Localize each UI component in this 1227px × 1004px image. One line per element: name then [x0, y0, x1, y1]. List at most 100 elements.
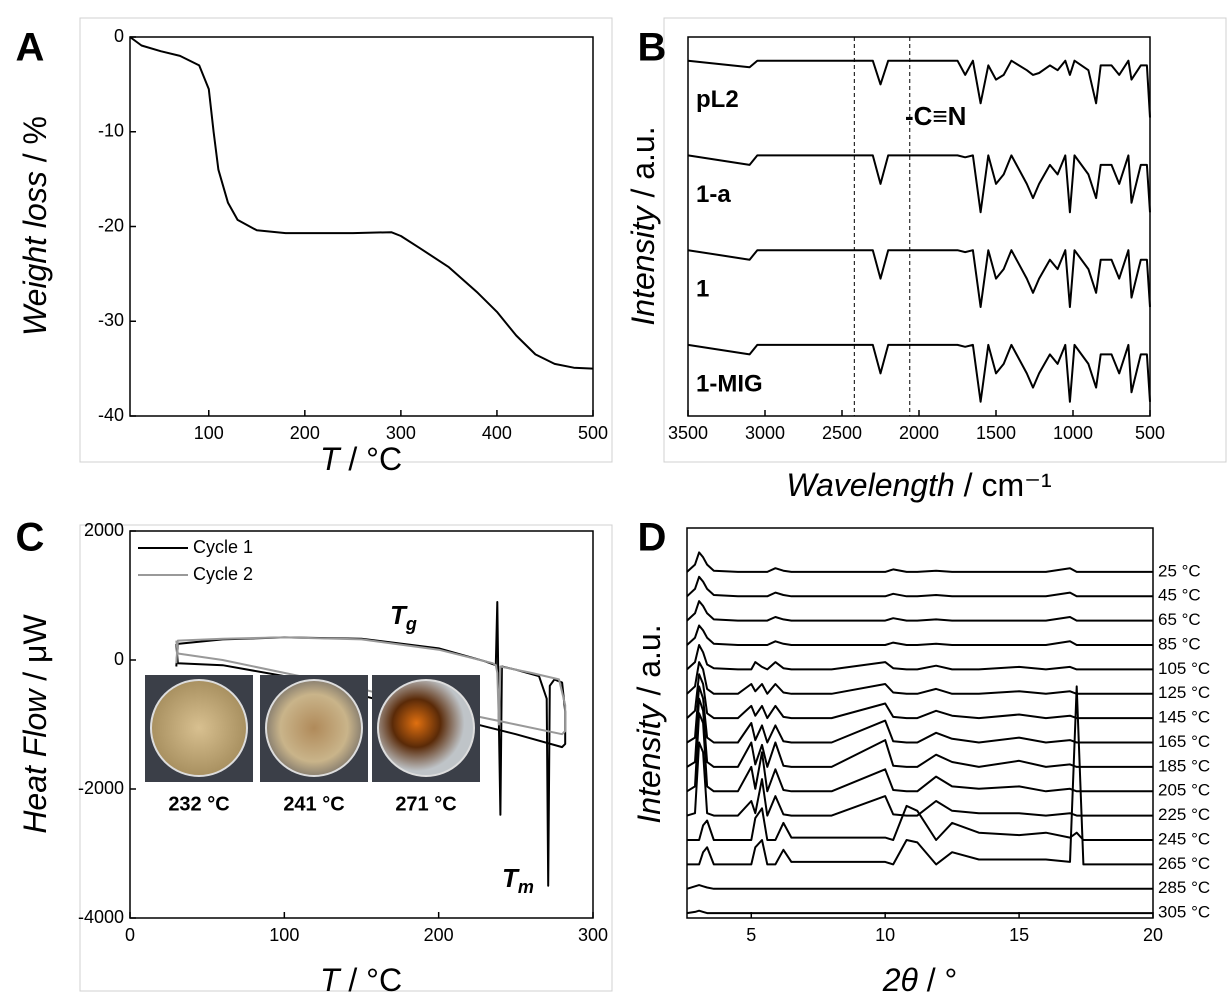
- x-tick-label: 15: [1009, 925, 1029, 945]
- series-label: 305 °C: [1158, 903, 1210, 922]
- annotation-text: T: [502, 863, 520, 893]
- series-line: [129, 36, 594, 370]
- x-axis-label: T / °C: [320, 962, 402, 998]
- panel-letter: B: [638, 26, 667, 70]
- x-tick-label: 3500: [668, 423, 708, 443]
- label-part: / cm⁻¹: [955, 467, 1052, 503]
- y-tick-label: 2000: [84, 520, 124, 540]
- annotation: Tg: [390, 600, 417, 634]
- label-part: / a.u.: [631, 624, 667, 704]
- x-tick-label: 400: [482, 423, 512, 443]
- legend-label: Cycle 2: [193, 564, 253, 584]
- series-label: 245 °C: [1158, 829, 1210, 848]
- y-tick-label: 0: [114, 26, 124, 46]
- y-axis-label: Intensity / a.u.: [631, 624, 667, 823]
- x-tick-label: 5: [746, 925, 756, 945]
- series-label: 85 °C: [1158, 634, 1201, 653]
- photo-sample: [150, 679, 248, 777]
- series-label: 1-a: [696, 181, 731, 208]
- annotation-subscript: g: [405, 614, 417, 634]
- series-line: [686, 741, 1153, 817]
- label-part: Heat Flow: [17, 688, 53, 834]
- series-line: [686, 673, 1153, 720]
- panel-frame: [79, 17, 613, 463]
- series-line: [687, 804, 1153, 841]
- legend-label: Cycle 1: [193, 537, 253, 557]
- y-axis-label: Heat Flow / μW: [17, 614, 53, 834]
- label-part: Weight loss: [17, 171, 53, 336]
- series-line: [686, 884, 1153, 890]
- y-tick-label: -10: [98, 121, 124, 141]
- x-tick-label: 200: [424, 925, 454, 945]
- x-tick-label: 500: [1135, 423, 1165, 443]
- inset-photos: 232 °C 241 °C 271 °C: [145, 675, 480, 815]
- series-line: [686, 697, 1153, 768]
- label-part: / °C: [339, 962, 402, 998]
- label-part: Wavelength: [786, 467, 954, 503]
- series-line: [686, 661, 1153, 695]
- annotation-subscript: m: [518, 877, 534, 897]
- series-label: 185 °C: [1158, 756, 1210, 775]
- series-label: 265 °C: [1158, 854, 1210, 873]
- label-part: 2θ: [882, 962, 919, 998]
- series-label: pL2: [696, 86, 739, 113]
- plot-frame: [686, 527, 1154, 919]
- x-tick-label: 1500: [976, 423, 1016, 443]
- label-part: Intensity: [625, 204, 661, 325]
- x-tick-label: 0: [125, 925, 135, 945]
- series-line: [687, 343, 1151, 403]
- label-part: / °: [918, 962, 957, 998]
- series-line: [686, 712, 1153, 793]
- label-part: / °C: [339, 441, 402, 477]
- panel-letter: D: [638, 516, 667, 560]
- x-tick-label: 300: [386, 423, 416, 443]
- y-axis-label: Weight loss / %: [17, 116, 53, 336]
- annotation: Tm: [502, 863, 534, 897]
- series-label: 45 °C: [1158, 586, 1201, 605]
- x-tick-label: 500: [578, 423, 608, 443]
- series-label: 225 °C: [1158, 805, 1210, 824]
- y-tick-label: 0: [114, 649, 124, 669]
- x-tick-label: 100: [269, 925, 299, 945]
- series-line: [686, 575, 1153, 598]
- y-tick-label: -30: [98, 310, 124, 330]
- panel-letter: A: [16, 26, 45, 70]
- series-line: [686, 551, 1153, 573]
- photo-sample: [265, 679, 363, 777]
- label-part: T: [320, 962, 342, 998]
- x-tick-label: 10: [875, 925, 895, 945]
- series-line: [686, 685, 1153, 744]
- plot-frame: [129, 36, 594, 417]
- panel-frame: [663, 17, 1227, 463]
- series-line: [687, 685, 1153, 866]
- series-label: 1: [696, 276, 709, 303]
- series-line: [687, 154, 1151, 214]
- x-tick-label: 300: [578, 925, 608, 945]
- inset-label: 271 °C: [395, 793, 456, 815]
- series-label: 205 °C: [1158, 781, 1210, 800]
- inset-label: 232 °C: [168, 793, 229, 815]
- x-tick-label: 100: [194, 423, 224, 443]
- series-line: [686, 600, 1153, 622]
- series-line: [686, 909, 1153, 915]
- series-label: 25 °C: [1158, 561, 1201, 580]
- label-part: / a.u.: [625, 126, 661, 206]
- series-line: [686, 644, 1153, 671]
- series-label: 145 °C: [1158, 708, 1210, 727]
- inset-label: 241 °C: [283, 793, 344, 815]
- series-label: 125 °C: [1158, 683, 1210, 702]
- plot-frame: [687, 36, 1151, 417]
- x-tick-label: 3000: [745, 423, 785, 443]
- x-tick-label: 1000: [1053, 423, 1093, 443]
- series-label: 105 °C: [1158, 659, 1210, 678]
- photo-sample: [377, 679, 475, 777]
- label-part: T: [320, 441, 342, 477]
- panel-frame: [79, 524, 613, 992]
- series-line: [687, 249, 1151, 308]
- x-axis-label: T / °C: [320, 441, 402, 477]
- y-tick-label: -4000: [78, 907, 124, 927]
- label-part: / μW: [17, 614, 53, 690]
- series-label: 65 °C: [1158, 610, 1201, 629]
- y-tick-label: -40: [98, 405, 124, 425]
